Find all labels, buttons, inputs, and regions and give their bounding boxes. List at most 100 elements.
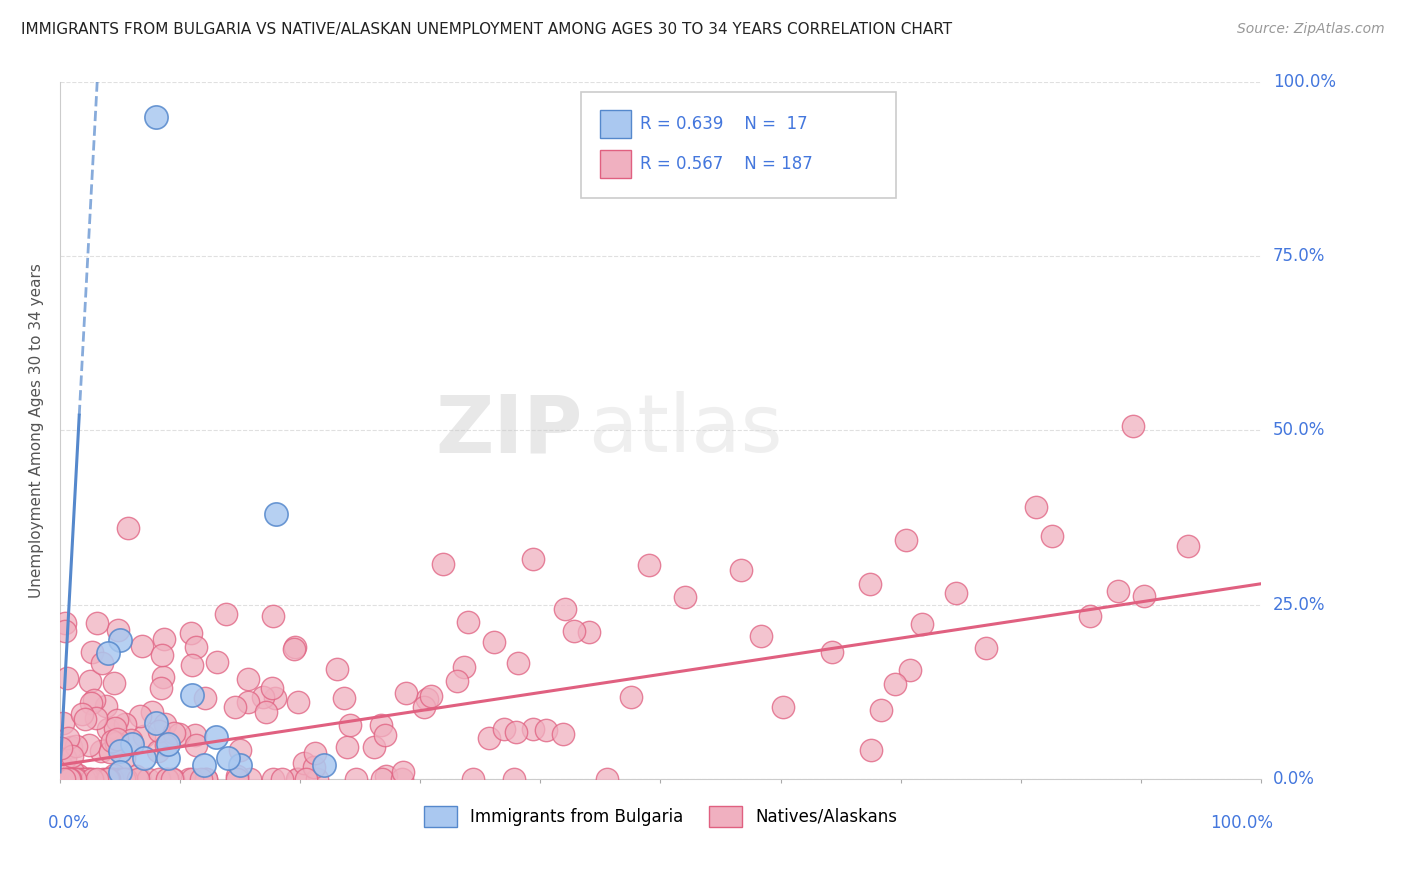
Point xyxy=(129,708,152,723)
Point xyxy=(157,737,180,751)
Point xyxy=(252,690,274,705)
Point xyxy=(229,758,252,772)
Point xyxy=(270,772,292,786)
Point xyxy=(522,722,544,736)
Point xyxy=(186,739,208,753)
Point xyxy=(52,772,75,786)
Point xyxy=(190,772,212,786)
Point xyxy=(162,772,184,786)
Point xyxy=(392,765,415,780)
Point xyxy=(283,642,305,657)
Point xyxy=(477,731,499,746)
Point xyxy=(508,656,530,670)
Point xyxy=(56,772,79,786)
Point xyxy=(145,110,167,124)
Point xyxy=(391,772,413,786)
Point xyxy=(911,617,934,632)
Point xyxy=(100,772,122,786)
Point xyxy=(821,644,844,658)
Point xyxy=(1107,584,1129,599)
Point xyxy=(58,771,80,785)
Point xyxy=(262,681,284,695)
Point xyxy=(121,737,143,751)
Point xyxy=(553,727,575,741)
Point xyxy=(453,659,475,673)
Point xyxy=(90,656,112,670)
Point xyxy=(108,772,131,786)
Point xyxy=(370,718,392,732)
Point xyxy=(1122,419,1144,434)
Point xyxy=(60,748,83,763)
Point xyxy=(416,692,439,706)
Point xyxy=(226,769,249,783)
Point xyxy=(184,640,207,655)
Point xyxy=(70,772,93,786)
Point xyxy=(637,558,659,572)
Point xyxy=(53,751,76,765)
Point xyxy=(370,772,392,786)
Point xyxy=(562,624,585,639)
Point xyxy=(96,772,118,786)
Point xyxy=(107,623,129,637)
Point xyxy=(73,772,96,786)
Point xyxy=(98,745,121,759)
Point xyxy=(184,728,207,742)
Point xyxy=(264,507,287,521)
Point xyxy=(67,768,90,782)
Point xyxy=(51,741,73,756)
Point xyxy=(419,689,441,703)
Point xyxy=(304,759,326,773)
Point xyxy=(82,772,104,786)
Point xyxy=(105,713,128,727)
Point xyxy=(70,707,93,722)
Point xyxy=(152,648,174,662)
Point xyxy=(217,751,239,765)
Point xyxy=(103,676,125,690)
Point xyxy=(229,742,252,756)
Point xyxy=(215,607,238,621)
Point xyxy=(80,645,103,659)
Text: 100.0%: 100.0% xyxy=(1211,814,1272,831)
Point xyxy=(578,625,600,640)
Text: 75.0%: 75.0% xyxy=(1272,247,1326,265)
Point xyxy=(127,772,149,786)
Text: atlas: atlas xyxy=(588,392,783,469)
Point xyxy=(90,744,112,758)
Point xyxy=(101,772,124,786)
Point xyxy=(97,647,120,661)
Point xyxy=(105,736,128,750)
Point xyxy=(292,756,315,771)
Point xyxy=(195,772,218,786)
Point xyxy=(1025,500,1047,514)
Point xyxy=(84,711,107,725)
Point xyxy=(108,632,131,647)
Point xyxy=(112,751,135,765)
Point xyxy=(596,772,619,786)
Point xyxy=(339,717,361,731)
Point xyxy=(205,655,228,669)
Point xyxy=(375,769,398,783)
Point xyxy=(446,674,468,689)
Point xyxy=(193,758,215,772)
Point xyxy=(56,731,79,746)
Point xyxy=(522,552,544,566)
Point xyxy=(1133,589,1156,603)
Text: IMMIGRANTS FROM BULGARIA VS NATIVE/ALASKAN UNEMPLOYMENT AMONG AGES 30 TO 34 YEAR: IMMIGRANTS FROM BULGARIA VS NATIVE/ALASK… xyxy=(21,22,952,37)
Point xyxy=(181,688,204,702)
Text: 0.0%: 0.0% xyxy=(1272,770,1315,788)
Point xyxy=(859,742,882,756)
Point xyxy=(157,751,180,765)
Point xyxy=(129,772,152,786)
Point xyxy=(413,699,436,714)
Text: 0.0%: 0.0% xyxy=(48,814,90,831)
Point xyxy=(141,705,163,719)
Text: Source: ZipAtlas.com: Source: ZipAtlas.com xyxy=(1237,22,1385,37)
Point xyxy=(194,690,217,705)
Point xyxy=(238,695,260,709)
Point xyxy=(194,772,217,786)
Point xyxy=(80,696,103,710)
Point xyxy=(120,732,142,747)
Point xyxy=(60,740,83,755)
Point xyxy=(146,744,169,758)
Point xyxy=(66,772,89,786)
